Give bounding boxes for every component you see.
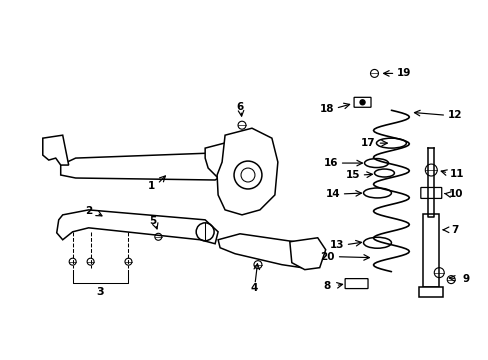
Polygon shape	[217, 128, 277, 215]
Polygon shape	[61, 153, 227, 180]
Text: 16: 16	[323, 158, 337, 168]
FancyBboxPatch shape	[419, 287, 442, 297]
Text: 7: 7	[450, 225, 458, 235]
FancyBboxPatch shape	[353, 97, 370, 107]
Text: 1: 1	[147, 181, 154, 191]
Polygon shape	[42, 135, 68, 165]
Text: 4: 4	[250, 283, 257, 293]
Text: 8: 8	[323, 281, 330, 291]
Text: 14: 14	[325, 189, 339, 199]
Polygon shape	[57, 210, 218, 244]
Text: 15: 15	[345, 170, 359, 180]
FancyBboxPatch shape	[423, 214, 438, 287]
Polygon shape	[205, 142, 238, 178]
Text: 5: 5	[148, 216, 156, 226]
Text: 20: 20	[320, 252, 334, 262]
Text: 3: 3	[97, 287, 104, 297]
Text: 2: 2	[85, 206, 92, 216]
Text: 12: 12	[447, 111, 462, 121]
Circle shape	[359, 100, 364, 105]
Text: 6: 6	[236, 102, 243, 112]
Text: 11: 11	[448, 169, 463, 179]
Text: 10: 10	[448, 189, 462, 199]
Text: 13: 13	[329, 240, 343, 250]
Polygon shape	[289, 238, 325, 270]
FancyBboxPatch shape	[345, 279, 367, 289]
FancyBboxPatch shape	[420, 188, 441, 198]
Text: 9: 9	[462, 274, 468, 284]
Text: 19: 19	[396, 68, 411, 78]
Text: 17: 17	[361, 138, 375, 148]
Polygon shape	[218, 234, 307, 268]
Text: 18: 18	[319, 104, 334, 114]
